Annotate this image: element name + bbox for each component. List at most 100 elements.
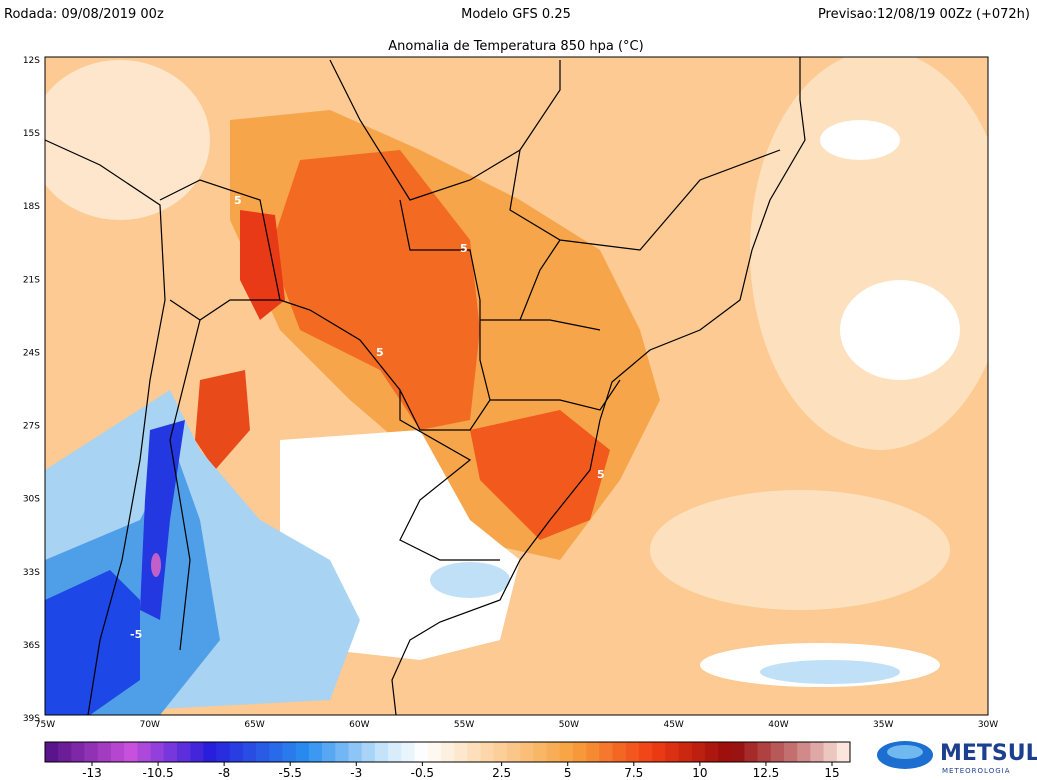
lat-labels: 12S 15S 18S 21S 24S 27S 30S 33S 36S 39S: [23, 56, 40, 724]
lat-label: 36S: [23, 641, 40, 651]
colorbar-cell: [414, 742, 429, 762]
colorbar-cell: [163, 742, 178, 762]
contour-label: 5: [597, 468, 605, 481]
colorbar-tick-label: 5: [564, 766, 572, 780]
colorbar-cell: [731, 742, 745, 762]
colorbar-tick-label: -10.5: [143, 766, 174, 780]
colorbar-tick-label: 10: [692, 766, 707, 780]
colorbar-cell: [348, 742, 363, 762]
lat-label: 39S: [23, 714, 40, 724]
colorbar-cell: [533, 742, 547, 762]
colorbar-tick-label: -0.5: [411, 766, 434, 780]
contour-label: -5: [130, 628, 142, 641]
lat-label: 24S: [23, 348, 40, 358]
colorbar-cell: [625, 742, 640, 762]
colorbar-cell: [45, 742, 59, 762]
colorbar-cell: [110, 742, 125, 762]
logo-name: METSUL: [940, 741, 1037, 766]
colorbar-cell: [810, 742, 824, 762]
colorbar-cell: [797, 742, 811, 762]
map-title: Anomalia de Temperatura 850 hpa (°C): [388, 39, 643, 54]
lat-label: 15S: [23, 129, 40, 139]
colorbar-cell: [520, 742, 534, 762]
colorbar-cell: [150, 742, 165, 762]
colorbar-tick-label: -3: [350, 766, 362, 780]
colorbar-tick-label: -13: [82, 766, 102, 780]
lon-label: 55W: [454, 720, 474, 730]
colorbar-cell: [401, 742, 415, 762]
colorbar-cell: [506, 742, 521, 762]
colorbar-cell: [744, 742, 758, 762]
colorbar-cell: [493, 742, 508, 762]
contour-label: 5: [234, 194, 242, 207]
colorbar-tick-label: 15: [824, 766, 839, 780]
map-frame: [44, 56, 989, 716]
colorbar-cell: [612, 742, 626, 762]
colorbar-cell: [467, 742, 481, 762]
lon-labels: 75W 70W 65W 60W 55W 50W 45W 40W 35W 30W: [35, 720, 998, 730]
colorbar-cell: [784, 742, 798, 762]
colorbar-cell: [388, 742, 402, 762]
colorbar-cell: [454, 742, 468, 762]
logo: METSUL METEOROLOGIA: [877, 741, 1037, 775]
colorbar-cell: [665, 742, 679, 762]
colorbar-cell: [638, 742, 653, 762]
colorbar-cell: [480, 742, 494, 762]
lon-label: 60W: [349, 720, 369, 730]
colorbar-cell: [374, 742, 389, 762]
lon-label: 30W: [978, 720, 998, 730]
colorbar-cell: [770, 742, 785, 762]
colorbar-cell: [718, 742, 732, 762]
colorbar-cell: [124, 742, 138, 762]
colorbar-cell: [546, 742, 560, 762]
lat-label: 30S: [23, 495, 40, 505]
colorbar-cell: [229, 742, 244, 762]
colorbar-cell: [282, 742, 297, 762]
lon-label: 35W: [873, 720, 893, 730]
colorbar-tick-label: -8: [218, 766, 230, 780]
lon-label: 40W: [768, 720, 788, 730]
colorbar-cell: [256, 742, 270, 762]
lat-label: 27S: [23, 422, 40, 432]
lon-label: 50W: [559, 720, 579, 730]
lon-label: 45W: [663, 720, 683, 730]
colorbar-frame: [44, 741, 851, 763]
colorbar-tick-label: 2.5: [492, 766, 511, 780]
colorbar-cell: [586, 742, 600, 762]
lon-label: 70W: [140, 720, 160, 730]
lon-label: 65W: [244, 720, 264, 730]
colorbar-tick-label: -5.5: [279, 766, 302, 780]
model-label: Modelo GFS 0.25: [461, 7, 571, 22]
lat-label: 12S: [23, 56, 40, 66]
map-field: [45, 57, 988, 715]
colorbar-tick-label: 12.5: [753, 766, 780, 780]
colorbar-cell: [823, 742, 838, 762]
colorbar-cell: [757, 742, 772, 762]
colorbar-cell: [427, 742, 442, 762]
colorbar-cell: [678, 742, 692, 762]
lat-label: 33S: [23, 568, 40, 578]
colorbar-cell: [84, 742, 99, 762]
colorbar-cell: [176, 742, 191, 762]
colorbar-cell: [71, 742, 85, 762]
colorbar-cell: [440, 742, 455, 762]
colorbar-cell: [599, 742, 613, 762]
contour-labels: 5 5 5 5 -5: [130, 194, 605, 641]
colorbar-cell: [335, 742, 349, 762]
colorbar-cell: [559, 742, 574, 762]
colorbar-cell: [269, 742, 283, 762]
colorbar-cell: [216, 742, 231, 762]
logo-tagline: METEOROLOGIA: [942, 767, 1010, 775]
contour-label: 5: [460, 242, 468, 255]
colorbar-cell: [308, 742, 323, 762]
colorbar-cell: [691, 742, 706, 762]
contour-label: 5: [376, 346, 384, 359]
colorbar: -13 -10.5 -8 -5.5 -3 -0.5 2.5 5 7.5 10 12.5 15: [44, 741, 851, 780]
lat-label: 21S: [23, 275, 40, 285]
colorbar-cell: [322, 742, 336, 762]
forecast-label: Previsao:12/08/19 00Zz (+072h): [818, 7, 1030, 22]
colorbar-cell: [295, 742, 310, 762]
colorbar-cell: [361, 742, 376, 762]
colorbar-cell: [137, 742, 151, 762]
